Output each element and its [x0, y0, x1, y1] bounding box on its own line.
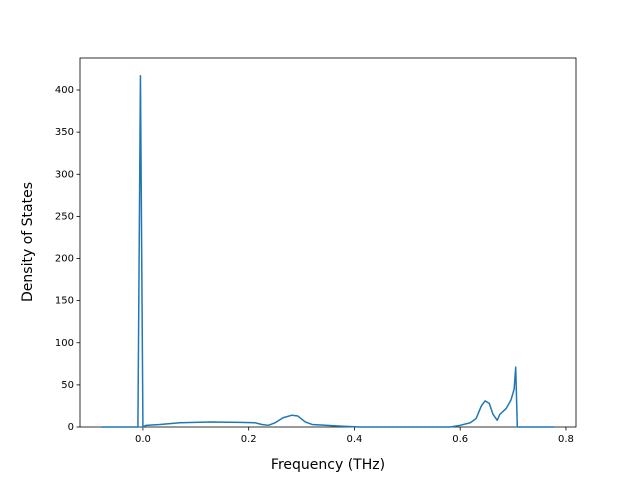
y-tick-label: 200	[55, 254, 74, 265]
y-axis-label: Density of States	[20, 182, 36, 302]
x-tick-label: 0.4	[346, 434, 362, 445]
axes-frame	[79, 57, 577, 428]
x-axis-label: Frequency (THz)	[271, 457, 385, 473]
y-tick-label: 150	[55, 296, 74, 307]
x-tick-label: 0.6	[452, 434, 468, 445]
x-tick-label: 0.2	[241, 434, 257, 445]
y-tick-label: 100	[55, 338, 74, 349]
line-series	[101, 74, 555, 428]
y-tick-label: 0	[68, 422, 74, 433]
x-tick-label: 0.0	[135, 434, 151, 445]
y-tick-label: 300	[55, 169, 74, 180]
x-tick-label: 0.8	[558, 434, 574, 445]
y-tick-label: 250	[55, 211, 74, 222]
y-tick-label: 350	[55, 127, 74, 138]
y-tick-label: 50	[61, 380, 74, 391]
y-tick-label: 400	[55, 85, 74, 96]
